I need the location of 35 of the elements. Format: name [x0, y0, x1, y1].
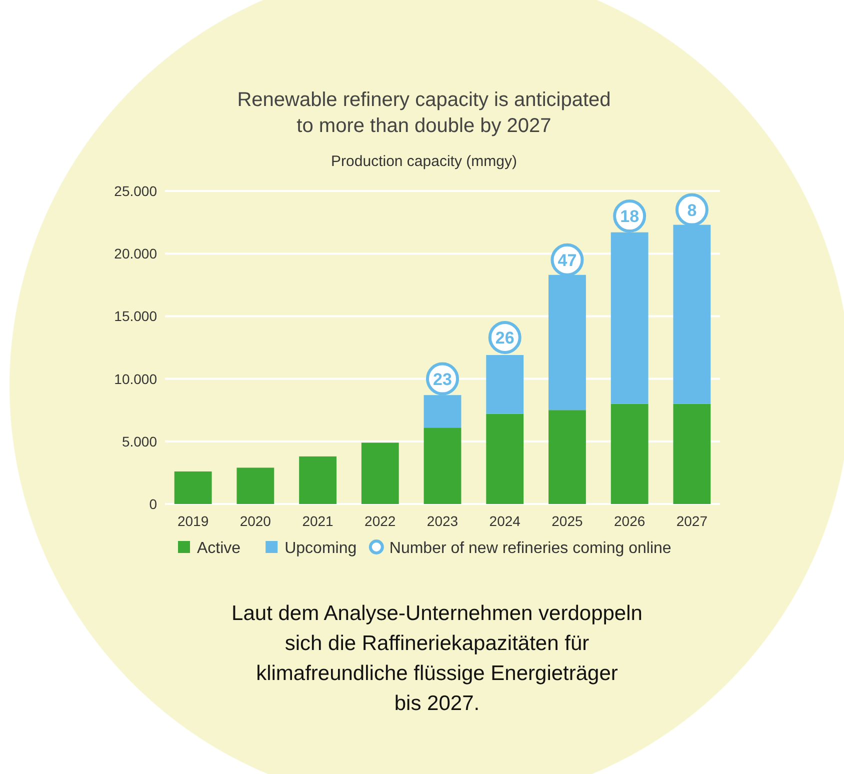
x-tick-label: 2021: [302, 513, 334, 529]
bar: [548, 410, 586, 504]
y-tick-label: 15.000: [114, 308, 158, 324]
x-tick-label: 2020: [240, 513, 272, 529]
chart-subtitle: Production capacity (mmgy): [331, 153, 517, 170]
bar: [361, 442, 399, 504]
y-tick-label: 25.000: [114, 183, 158, 199]
annotation: 18: [620, 207, 640, 226]
bar: [610, 404, 648, 504]
bar: [486, 414, 524, 504]
legend-label: Upcoming: [284, 540, 357, 557]
chart-title: Renewable refinery capacity is anticipated to more than double by 2027: [237, 89, 611, 137]
bar: [299, 456, 336, 504]
x-tick-label: 2024: [489, 513, 521, 529]
annotation: 47: [558, 250, 577, 270]
legend-label: Active: [197, 540, 241, 557]
x-tick-label: 2026: [614, 513, 646, 529]
annotation: 23: [433, 370, 452, 389]
y-tick-label: 0: [149, 496, 158, 512]
bar: [236, 468, 274, 504]
x-tick-label: 2027: [676, 513, 708, 529]
y-tick-label: 10.000: [114, 370, 158, 387]
text: Number of new refineries coming online: [389, 540, 672, 557]
text: Laut dem Analyse-Unternehmen verdoppeln sich die Raffineriekapazitäten für klimafreundliche flüssige Energieträger bis 2027.: [232, 602, 642, 715]
y-tick-label: 5.000: [122, 433, 158, 450]
x-tick-label: 2019: [177, 513, 209, 529]
x-tick-label: 2025: [552, 513, 583, 529]
x-tick-label: 2023: [426, 513, 458, 529]
bar: [424, 428, 462, 504]
bar: [174, 471, 212, 504]
x-tick-label: 2022: [364, 513, 396, 529]
annotation: 8: [687, 200, 697, 220]
bar: [673, 404, 711, 504]
annotation: 26: [495, 328, 514, 348]
y-tick-label: 20.000: [114, 246, 158, 262]
